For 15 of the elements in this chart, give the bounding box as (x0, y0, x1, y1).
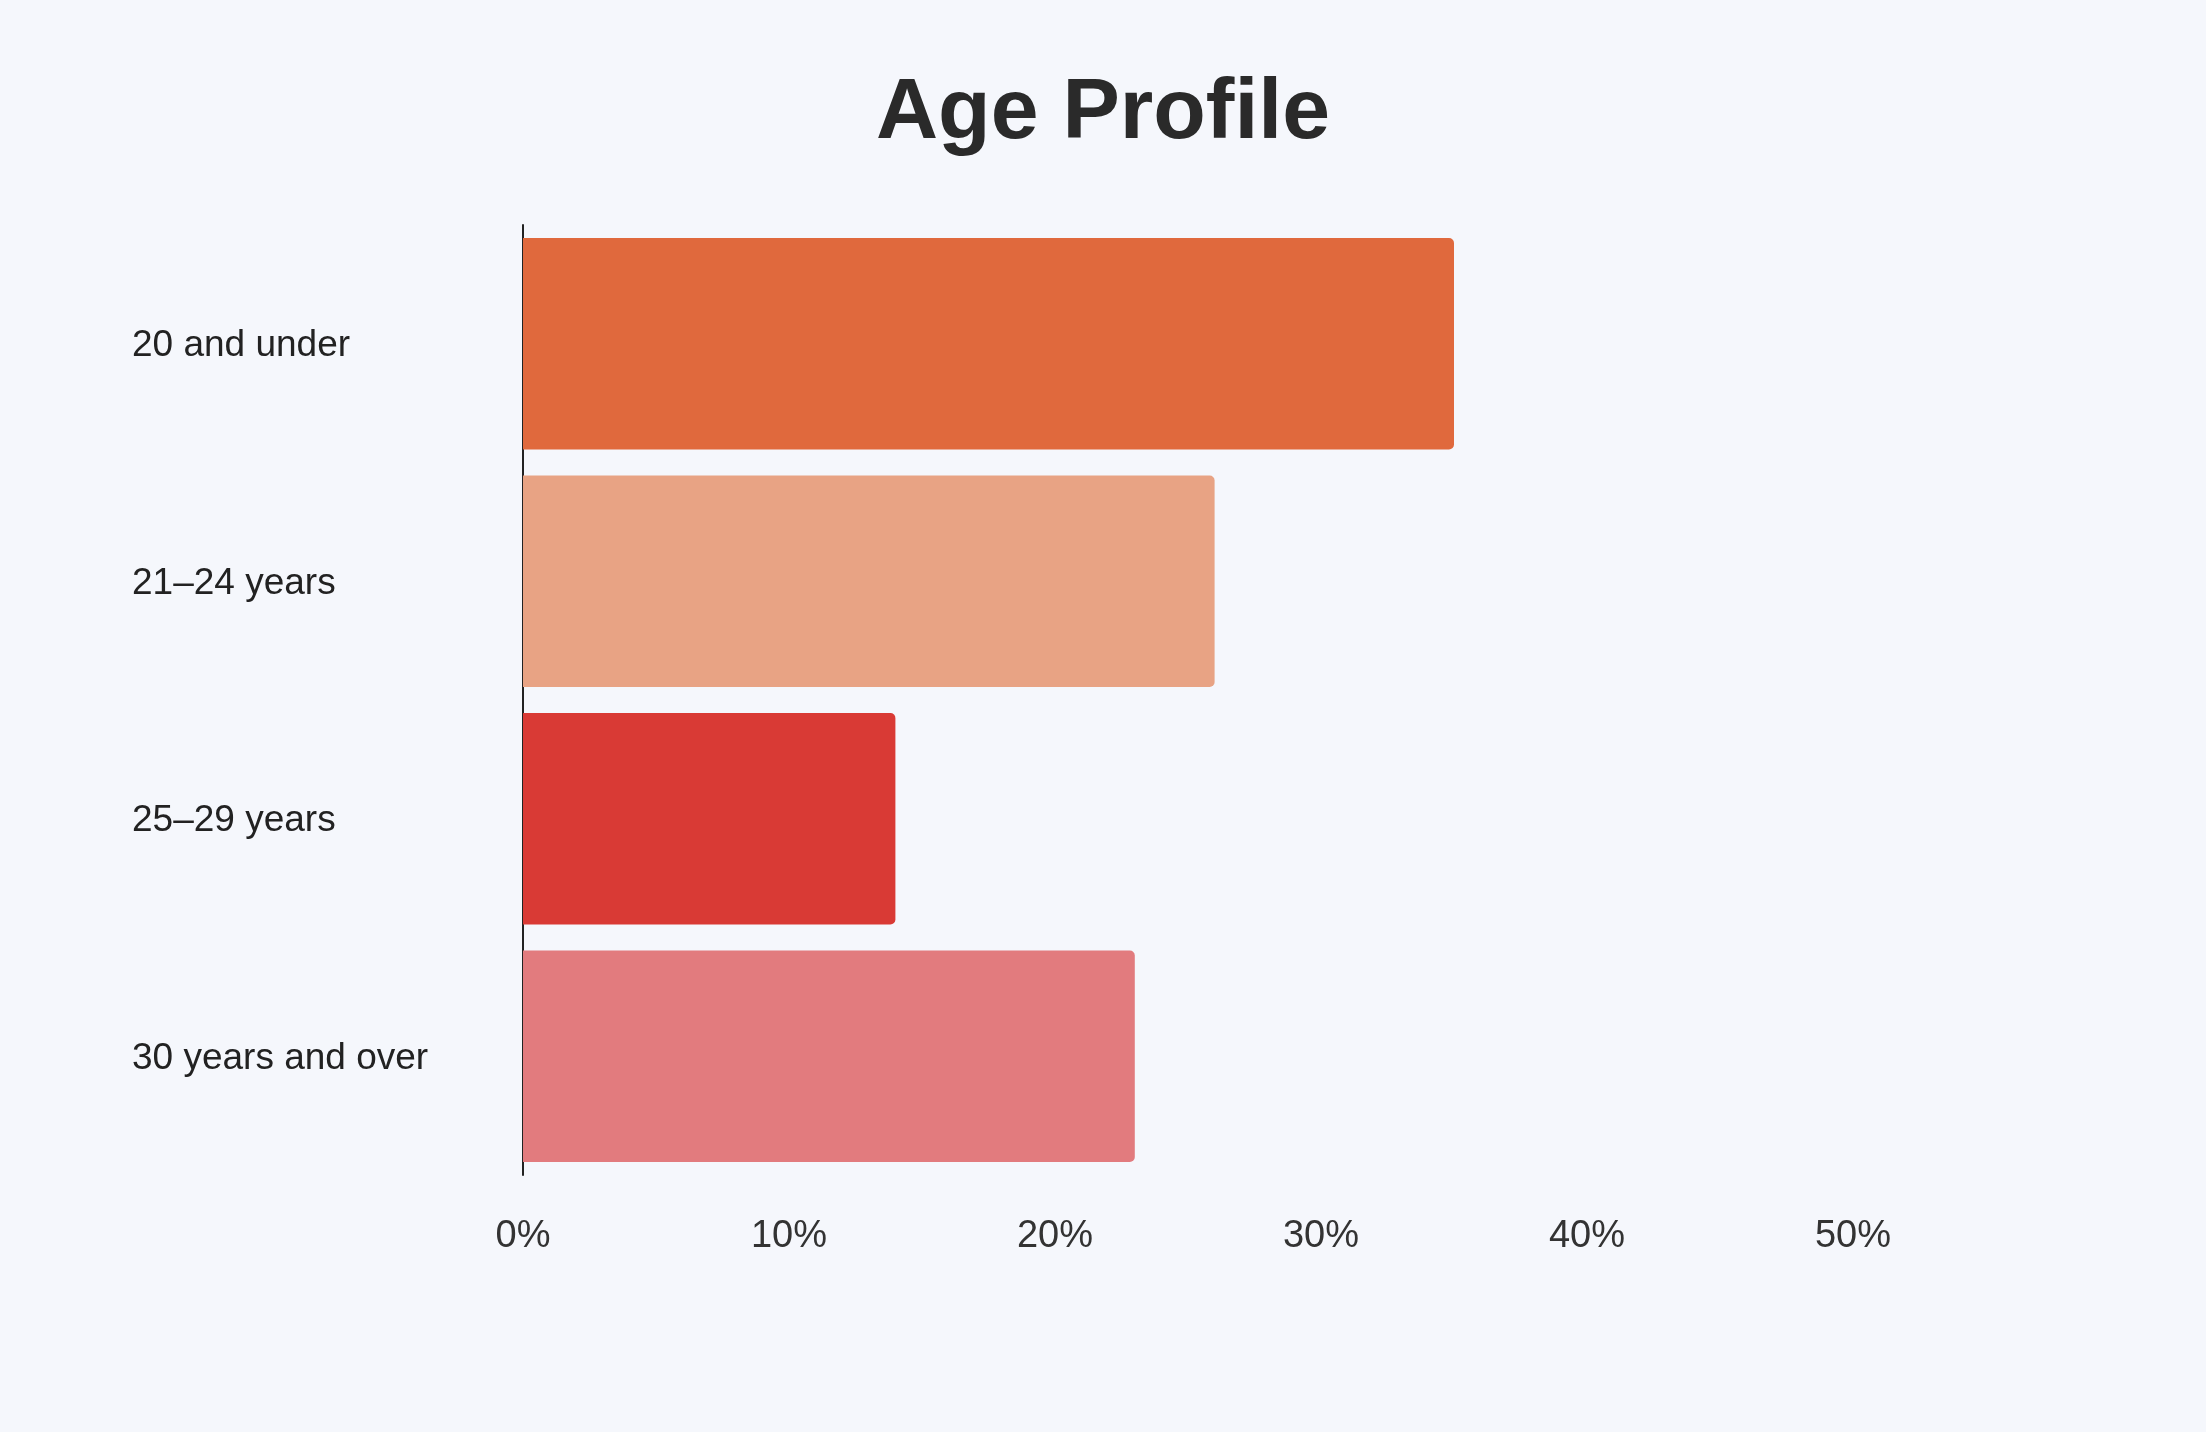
x-tick-label: 0% (495, 1213, 551, 1255)
x-tick-label: 10% (750, 1213, 828, 1255)
x-tick-label: 20% (1016, 1213, 1094, 1255)
y-tick-label: 30 years and over (132, 1035, 429, 1077)
bar (523, 713, 896, 925)
y-tick-label: 20 and under (132, 323, 351, 365)
chart-title: Age Profile (876, 60, 1330, 156)
bar (523, 475, 1215, 687)
bar (523, 238, 1454, 450)
x-tick-label: 40% (1548, 1213, 1626, 1255)
y-tick-label: 25–29 years (132, 798, 336, 840)
y-tick-label: 21–24 years (132, 560, 336, 602)
x-tick-label: 30% (1282, 1213, 1360, 1255)
x-tick-label: 50% (1814, 1213, 1892, 1255)
bar (523, 950, 1135, 1162)
